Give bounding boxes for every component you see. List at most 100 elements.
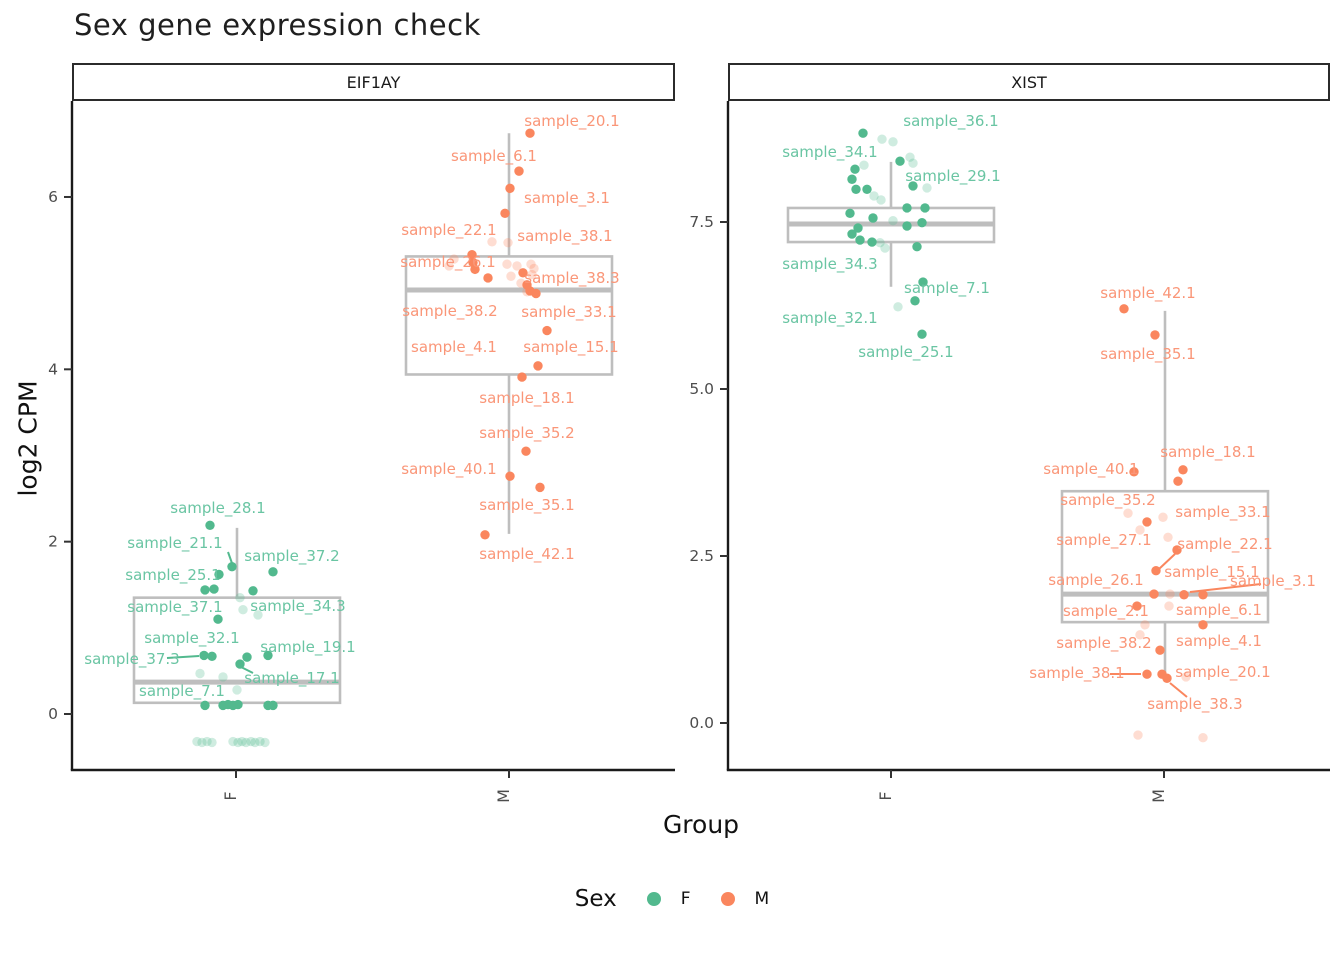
jitter-point [248, 586, 258, 596]
jitter-point [200, 585, 210, 595]
jitter-point [876, 195, 886, 205]
sample-label: sample_36.1 [903, 112, 998, 131]
sample-label: sample_28.1 [170, 499, 265, 518]
jitter-point [205, 520, 215, 530]
jitter-point [1151, 565, 1161, 576]
jitter-point [1140, 620, 1150, 630]
jitter-point [847, 174, 857, 184]
jitter-point [529, 263, 539, 274]
jitter-point [1198, 590, 1208, 600]
jitter-point [875, 238, 885, 248]
jitter-point [444, 261, 454, 271]
sample-label: sample_22.1 [1177, 535, 1272, 554]
jitter-point [213, 614, 223, 624]
jitter-point [877, 134, 887, 144]
jitter-point [237, 736, 247, 747]
sample-label: sample_18.1 [479, 389, 574, 408]
jitter-point [1165, 589, 1175, 599]
sample-label: sample_25.1 [858, 343, 953, 362]
sample-label: sample_35.1 [479, 496, 574, 515]
sample-label: sample_35.2 [1060, 491, 1155, 510]
jitter-point [514, 166, 524, 176]
jitter-point [218, 672, 228, 682]
jitter-point [1133, 730, 1143, 740]
sample-label: sample_38.2 [1056, 634, 1151, 653]
sample-label: sample_26.1 [400, 253, 495, 272]
jitter-point [255, 736, 265, 747]
sample-label: sample_34.3 [250, 597, 345, 616]
jitter-point [1173, 476, 1183, 486]
sample-label: sample_42.1 [479, 545, 574, 564]
sample-label: sample_6.1 [1176, 601, 1262, 620]
jitter-point [268, 567, 278, 577]
jitter-point [506, 271, 516, 281]
y-tick-label: 0.0 [689, 714, 714, 732]
facet-strip-xist: XIST [728, 63, 1330, 101]
jitter-point [1162, 673, 1172, 683]
jitter-point [505, 183, 515, 194]
jitter-point [242, 652, 252, 662]
sample-label: sample_4.1 [1176, 632, 1262, 651]
jitter-point [1135, 525, 1145, 535]
jitter-point [480, 530, 490, 540]
jitter-point [917, 329, 927, 339]
jitter-point [888, 215, 898, 226]
jitter-point [1142, 669, 1152, 679]
jitter-point [1172, 545, 1182, 555]
jitter-point [912, 242, 922, 252]
jitter-point [902, 203, 912, 213]
jitter-point [867, 237, 877, 247]
sample-label: sample_20.1 [1175, 663, 1270, 682]
jitter-point [238, 605, 248, 615]
jitter-point [526, 259, 536, 269]
jitter-point [859, 160, 869, 170]
y-tick-label: 6 [48, 188, 58, 206]
label-leader-line [166, 655, 200, 659]
jitter-point [246, 736, 256, 747]
sample-label: sample_3.1 [524, 189, 610, 208]
label-leader-line [1189, 583, 1262, 593]
legend-title: Sex [574, 886, 617, 912]
jitter-point [1132, 601, 1142, 611]
jitter-point [518, 268, 528, 278]
label-leader-line [1169, 682, 1188, 698]
sample-label: sample_26.1 [1048, 571, 1143, 590]
legend-label-m: M [754, 889, 770, 909]
jitter-point [533, 361, 543, 371]
jitter-point [502, 259, 512, 269]
jitter-point [1164, 601, 1174, 611]
legend-swatch-m-icon [720, 892, 735, 906]
jitter-point [263, 650, 273, 661]
legend-swatch-f-icon [646, 892, 661, 906]
jitter-point [858, 128, 868, 138]
sample-label: sample_32.1 [144, 629, 239, 648]
y-tick-label: 2 [48, 533, 58, 551]
jitter-point [260, 737, 270, 748]
jitter-point [503, 237, 513, 248]
sample-label: sample_35.1 [1100, 345, 1195, 364]
jitter-point [1150, 330, 1160, 340]
y-tick-label: 2.5 [689, 547, 714, 565]
sample-label: sample_6.1 [451, 147, 537, 166]
jitter-point [1158, 512, 1168, 522]
jitter-point [1163, 532, 1173, 542]
jitter-point [905, 152, 915, 162]
jitter-point [202, 736, 212, 747]
jitter-point [1178, 465, 1188, 475]
jitter-point [888, 137, 898, 147]
sample-label: sample_3.1 [1230, 572, 1316, 591]
legend-item-f: F [646, 889, 691, 909]
jitter-point [845, 208, 855, 219]
boxplot-box [1060, 489, 1270, 624]
jitter-point [227, 561, 237, 572]
jitter-point [250, 737, 260, 748]
jitter-point [209, 584, 219, 594]
sample-label: sample_19.1 [260, 638, 355, 657]
sample-label: sample_37.2 [244, 547, 339, 566]
sample-label: sample_38.3 [524, 269, 619, 288]
sample-label: sample_38.3 [1147, 695, 1242, 714]
jitter-point [531, 288, 541, 299]
jitter-point [1119, 304, 1129, 314]
jitter-point [235, 592, 245, 603]
